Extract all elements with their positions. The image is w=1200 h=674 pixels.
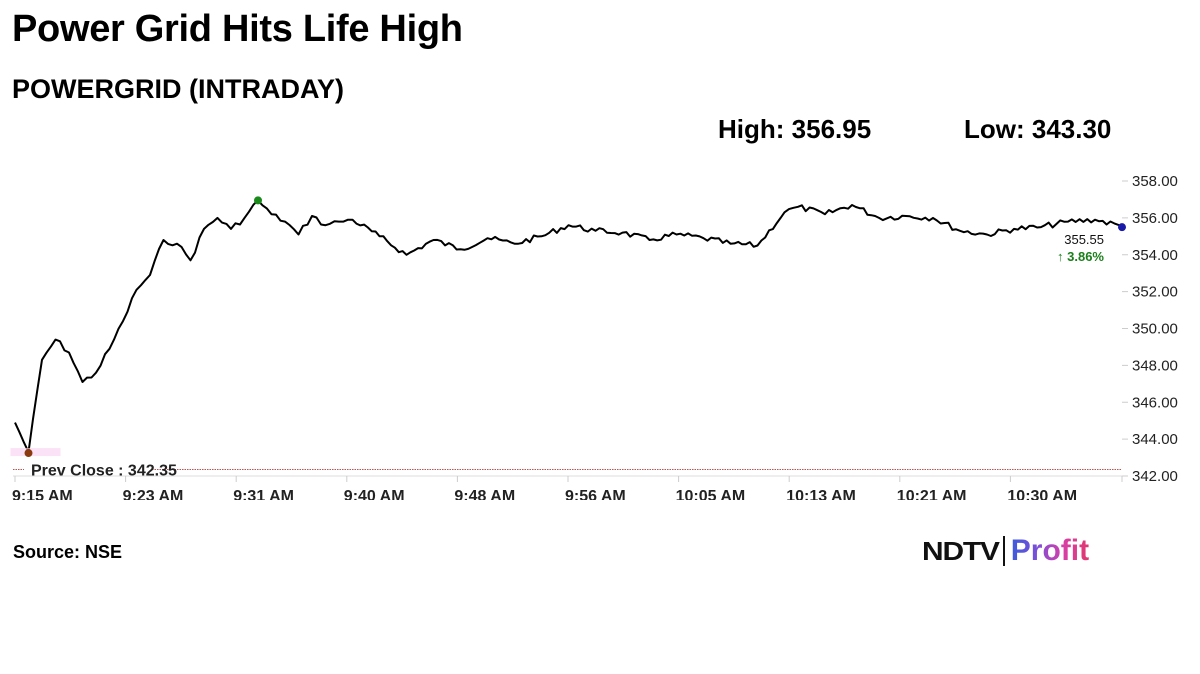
x-tick-label: 10:21 AM [897,488,967,500]
source-label: Source: NSE [13,542,123,562]
y-tick-label: 342.00 [1132,468,1178,485]
change-percent: ↑ 3.86% [1057,249,1104,264]
low-highlight [10,448,61,457]
prev-close-line: Prev Close : 342.35 [13,463,1122,480]
y-tick-label: 344.00 [1132,431,1178,448]
logo-divider [1002,536,1005,566]
x-tick-label: 10:13 AM [786,488,856,500]
x-axis: 9:15 AM 9:23 AM 9:31 AM 9:40 AM 9:48 AM 9:56 … [12,475,1123,500]
y-tick-label: 346.00 [1132,394,1178,411]
prev-close-label: Prev Close : 342.35 [31,463,177,480]
low-marker [24,449,33,458]
x-tick-label: 10:05 AM [676,488,746,500]
y-tick-label: 356.00 [1132,210,1178,227]
chart-subtitle: POWERGRID (INTRADAY) [12,74,345,104]
y-tick-label: 352.00 [1132,284,1178,301]
chart-title: Power Grid Hits Life High [12,8,463,50]
ndtv-profit-logo: NDTV Profit [922,534,1089,568]
x-tick-label: 9:31 AM [233,488,294,500]
y-tick-label: 354.00 [1132,247,1178,264]
day-high-label: High: 356.95 [718,114,872,144]
logo-profit: Profit [1010,534,1090,567]
day-low-label: Low: 343.30 [964,114,1112,144]
x-tick-label: 9:48 AM [454,488,515,500]
y-tick-label: 358.00 [1132,173,1178,190]
logo-ndtv: NDTV [922,535,1000,566]
y-tick-label: 350.00 [1132,321,1178,338]
arrow-up-icon: ↑ [1057,249,1067,264]
price-line [14,199,1123,453]
x-tick-label: 9:23 AM [123,488,184,500]
intraday-line-chart: 358.00 356.00 354.00 352.00 350.00 348.00 346.… [10,173,1178,500]
high-marker [254,196,262,205]
x-tick-label: 10:30 AM [1007,488,1077,500]
last-price-marker [1118,223,1126,232]
x-tick-label: 9:15 AM [12,488,73,500]
last-price-value: 355.55 [1064,232,1104,247]
x-tick-label: 9:40 AM [344,488,405,500]
x-tick-label: 9:56 AM [565,488,626,500]
y-axis: 358.00 356.00 354.00 352.00 350.00 348.00 346.… [1122,173,1178,485]
y-tick-label: 348.00 [1132,357,1178,374]
